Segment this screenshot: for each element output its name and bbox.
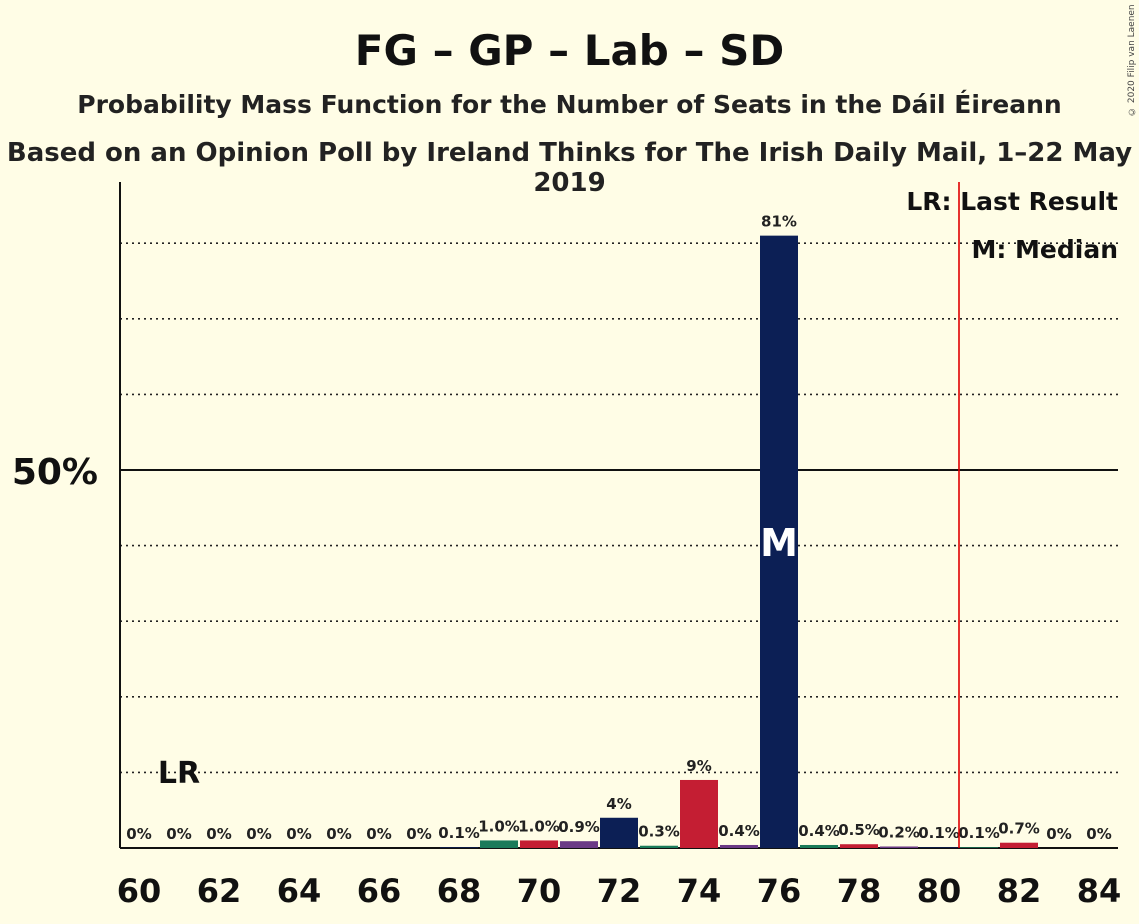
bar [680,779,718,848]
data-label: 0.1% [958,824,1000,842]
data-label: 0.2% [878,823,920,841]
data-label: 0% [366,825,391,843]
legend-median: M: Median [971,235,1118,264]
data-label: 0% [406,825,431,843]
chart-title: FG – GP – Lab – SD [354,26,785,75]
bar [720,844,758,848]
x-tick-label: 68 [437,872,482,910]
x-tick-label: 72 [597,872,642,910]
x-tick-label: 60 [117,872,162,910]
bar [760,235,798,848]
data-label: 0% [286,825,311,843]
x-tick-label: 78 [837,872,882,910]
bar [440,847,478,848]
x-tick-label: 76 [757,872,802,910]
data-label: 0% [206,825,231,843]
y-tick-label: 50% [12,452,98,493]
data-label: 0.3% [638,823,680,841]
x-tick-label: 62 [197,872,242,910]
x-tick-label: 70 [517,872,562,910]
bar [1000,842,1038,848]
data-label: 0.1% [438,824,480,842]
bar [520,840,558,848]
data-label: 0.5% [838,821,880,839]
bar [640,845,678,848]
x-tick-label: 66 [357,872,402,910]
data-label: 0% [1086,825,1111,843]
data-label: 1.0% [478,817,520,835]
bar [840,844,878,848]
bar [960,847,998,848]
legend-last-result: LR: Last Result [906,187,1118,216]
chart-subtitle: Probability Mass Function for the Number… [77,90,1062,119]
x-tick-label: 74 [677,872,722,910]
bar [880,846,918,848]
data-label: 0.1% [918,824,960,842]
last-result-marker: LR [158,756,200,791]
bar [800,844,838,848]
bar [480,840,518,848]
data-label: 81% [761,213,797,231]
data-label: 0% [166,825,191,843]
x-tick-label: 64 [277,872,322,910]
bar [920,847,958,848]
data-label: 9% [686,757,711,775]
x-tick-label: 80 [917,872,962,910]
data-label: 0.7% [998,820,1040,838]
data-label: 0% [126,825,151,843]
chart-source-line: Based on an Opinion Poll by Ireland Thin… [6,138,1133,198]
data-label: 0% [326,825,351,843]
bar [560,841,598,848]
bar [600,817,638,848]
data-label: 0.4% [798,822,840,840]
data-label: 1.0% [518,817,560,835]
median-marker: M [760,521,798,565]
data-label: 0.9% [558,818,600,836]
data-label: 0% [246,825,271,843]
x-tick-label: 82 [997,872,1042,910]
data-label: 0% [1046,825,1071,843]
data-label: 0.4% [718,822,760,840]
x-tick-label: 84 [1077,872,1122,910]
data-label: 4% [606,795,631,813]
